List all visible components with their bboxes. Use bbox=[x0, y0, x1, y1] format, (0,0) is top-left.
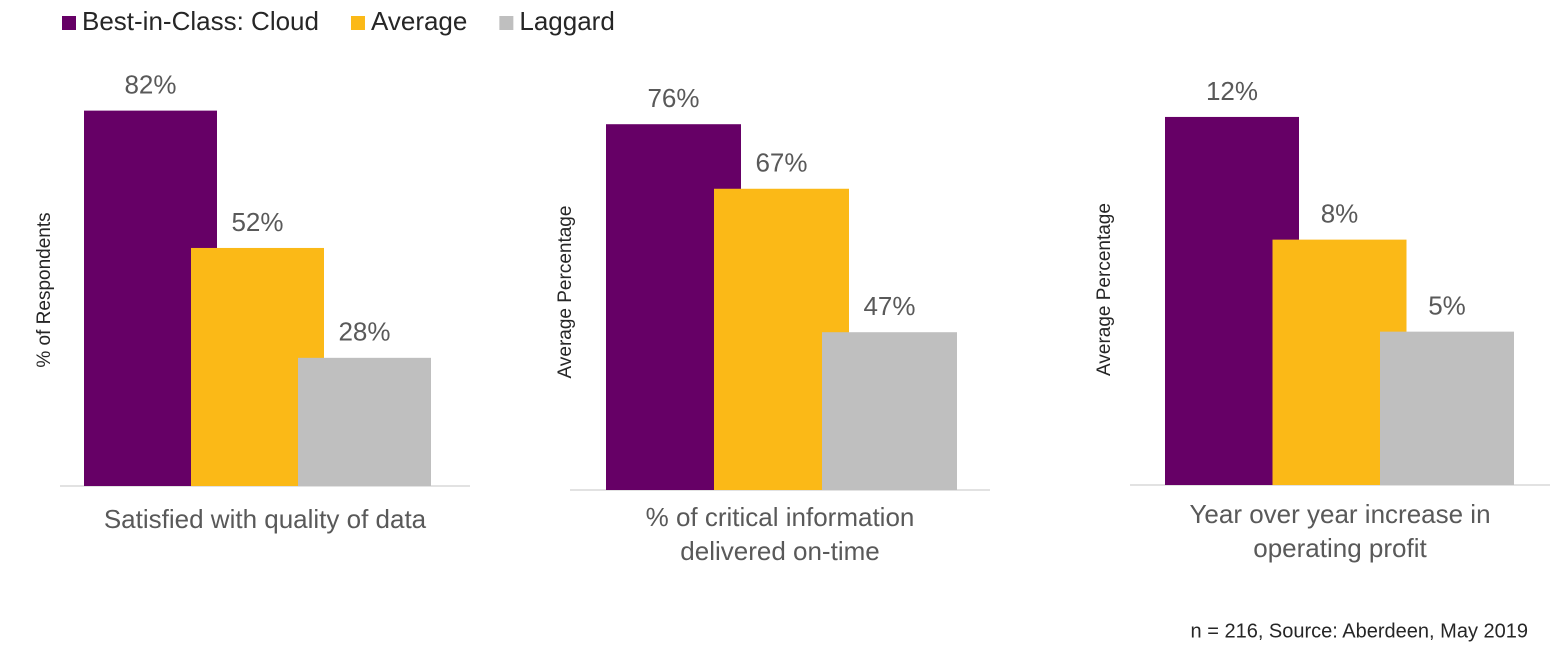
value-label: 76% bbox=[647, 83, 699, 113]
legend-swatch bbox=[350, 16, 365, 30]
value-label: 52% bbox=[231, 207, 283, 237]
legend-label: Best-in-Class: Cloud bbox=[82, 6, 319, 36]
legend-label: Laggard bbox=[519, 6, 614, 36]
bar bbox=[1380, 331, 1514, 485]
category-line: delivered on-time bbox=[680, 536, 879, 566]
category-label: Year over year increase in operating prof… bbox=[1189, 499, 1490, 563]
category-label: % of critical information delivered on-ti… bbox=[646, 502, 915, 566]
bar bbox=[822, 332, 957, 490]
value-label: 47% bbox=[863, 291, 915, 321]
y-axis-label: % of Respondents bbox=[34, 212, 55, 367]
y-axis-label: Average Percentage bbox=[1094, 203, 1115, 376]
bar bbox=[298, 357, 431, 486]
value-label: 5% bbox=[1428, 291, 1466, 321]
category-line: operating profit bbox=[1253, 533, 1427, 563]
footnote: n = 216, Source: Aberdeen, May 2019 bbox=[1191, 620, 1528, 642]
value-label: 82% bbox=[124, 69, 176, 99]
category-line: % of critical information bbox=[646, 502, 915, 532]
value-label: 67% bbox=[755, 148, 807, 178]
value-label: 28% bbox=[338, 317, 390, 347]
value-label: 8% bbox=[1321, 199, 1359, 229]
y-axis-label: Average Percentage bbox=[555, 206, 576, 379]
value-label: 12% bbox=[1206, 76, 1258, 106]
legend-label: Average bbox=[371, 6, 467, 36]
legend-swatch bbox=[499, 16, 514, 30]
category-label: Satisfied with quality of data bbox=[104, 504, 427, 534]
category-line: Year over year increase in bbox=[1189, 499, 1490, 529]
legend-swatch bbox=[62, 16, 76, 30]
